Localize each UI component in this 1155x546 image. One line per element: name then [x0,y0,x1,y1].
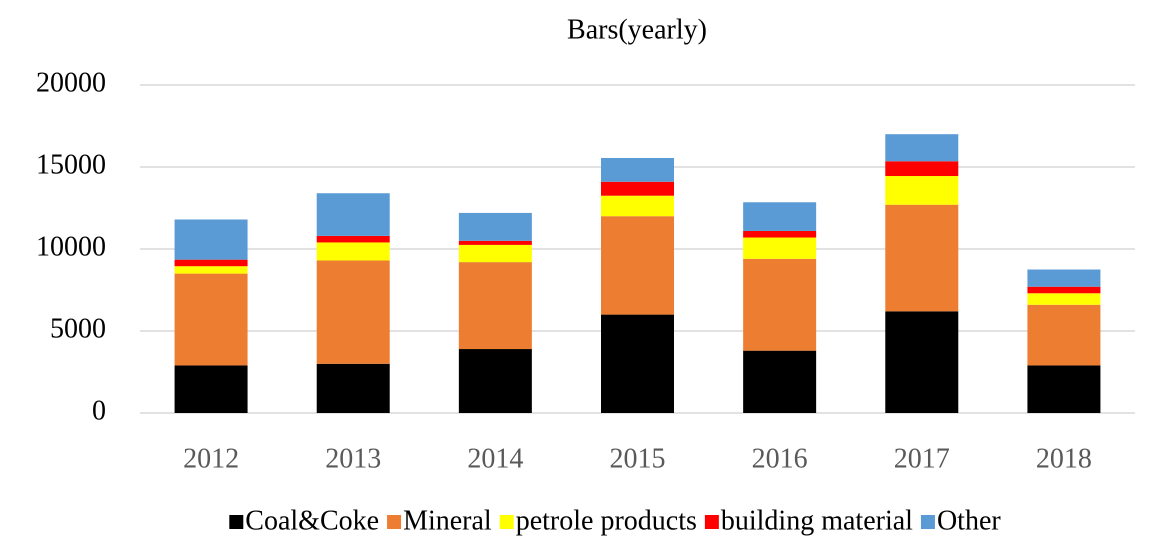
y-tick-label: 20000 [36,67,106,98]
bar-segment [316,260,390,364]
bar-segment [316,242,390,261]
bar-segment [1027,269,1101,287]
legend-swatch [229,515,244,529]
legend-label: petrole products [516,505,697,536]
bar-segment [458,240,532,245]
y-tick-label: 15000 [36,149,106,180]
bar-segment [743,230,817,238]
bar-segment [174,219,248,260]
bar-segment [885,134,959,162]
legend-label: Coal&Coke [245,505,379,536]
legend-swatch [499,515,514,529]
legend-swatch [704,515,719,529]
bar-segment [743,237,817,259]
bar-segment [743,202,817,231]
x-tick-label: 2016 [752,443,808,474]
bar-segment [1027,365,1101,413]
bar-segment [885,176,959,205]
bar-segment [1027,304,1101,366]
bar-segment [885,311,959,413]
bar-segment [174,259,248,267]
bar-segment [743,258,817,351]
bar-segment [458,212,532,241]
bar-segment [601,314,674,413]
bar-segment [1027,293,1101,305]
bar-segment [458,349,532,413]
chart-title: Bars(yearly) [567,14,707,45]
x-tick-label: 2013 [325,443,381,474]
bar-segment [601,195,674,217]
bar-segment [174,365,248,413]
y-tick-label: 0 [92,395,106,426]
y-tick-label: 5000 [50,313,106,344]
bar-segment [316,235,390,243]
bar-segment [458,262,532,350]
bar-segment [458,244,532,263]
x-tick-label: 2018 [1036,443,1092,474]
bar-segment [885,204,959,312]
x-tick-label: 2012 [183,443,239,474]
x-tick-label: 2017 [894,443,950,474]
legend-swatch [920,515,935,529]
bar-segment [316,193,390,236]
legend-label: building material [721,505,913,536]
y-tick-label: 10000 [36,231,106,262]
bar-segment [601,181,674,196]
legend-label: Other [937,505,1001,536]
legend-swatch [387,515,402,529]
bar-segment [174,273,248,366]
bar-segment [601,157,674,182]
bar-segment [601,216,674,315]
bar-segment [885,161,959,177]
bar-segment [743,350,817,413]
legend-label: Mineral [403,505,492,536]
x-tick-label: 2014 [467,443,523,474]
bar-segment [316,363,390,413]
bar-segment [174,266,248,274]
bar-segment [1027,286,1101,294]
x-tick-label: 2015 [610,443,666,474]
